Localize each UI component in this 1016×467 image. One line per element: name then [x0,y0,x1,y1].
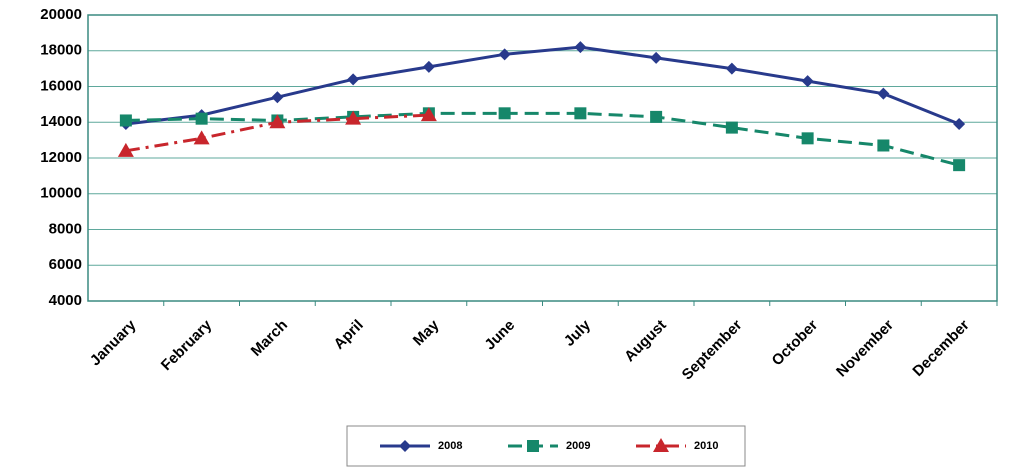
marker [119,114,132,127]
marker [193,130,210,145]
marker [347,73,360,86]
marker [650,110,663,123]
marker [117,142,134,157]
marker [498,107,511,120]
x-tick-label: May [410,316,443,349]
y-tick-label: 6000 [49,256,82,273]
marker [725,121,738,134]
marker [422,60,435,73]
legend-marker [653,438,669,452]
marker [801,75,814,88]
legend-marker [527,440,539,452]
marker [725,62,738,75]
y-tick-label: 8000 [49,220,82,237]
legend-marker [399,440,411,452]
y-tick-label: 14000 [40,113,82,130]
marker [498,48,511,61]
y-tick-label: 12000 [40,149,82,166]
x-tick-label: September [679,317,746,384]
x-tick-label: October [769,317,822,370]
series-line [125,45,960,126]
x-tick-label: August [621,317,670,366]
marker [574,107,587,120]
marker [877,87,890,100]
marker [801,132,814,145]
marker [195,112,208,125]
marker [953,118,966,131]
marker [953,159,966,172]
x-tick-label: January [87,316,140,369]
legend-label: 2009 [566,440,590,452]
marker [574,41,587,54]
x-tick-label: November [833,316,897,380]
y-tick-label: 16000 [40,77,82,94]
y-tick-label: 4000 [49,292,82,309]
y-tick-label: 18000 [40,42,82,59]
marker [345,110,362,125]
x-tick-label: February [158,316,216,374]
y-tick-label: 20000 [40,6,82,23]
marker [271,91,284,104]
x-tick-label: June [481,317,518,354]
legend: 2008 2009 2010 [380,438,718,452]
series-line [125,111,960,167]
legend-label: 2008 [438,440,462,452]
marker [269,114,286,129]
x-tick-label: April [331,317,367,353]
x-tick-label: July [561,316,595,350]
x-tick-label: December [909,317,972,380]
y-tick-label: 10000 [40,185,82,202]
marker [650,51,663,64]
marker [877,139,890,152]
x-tick-label: March [248,317,291,360]
marker [420,107,437,122]
legend-label: 2010 [694,440,718,452]
